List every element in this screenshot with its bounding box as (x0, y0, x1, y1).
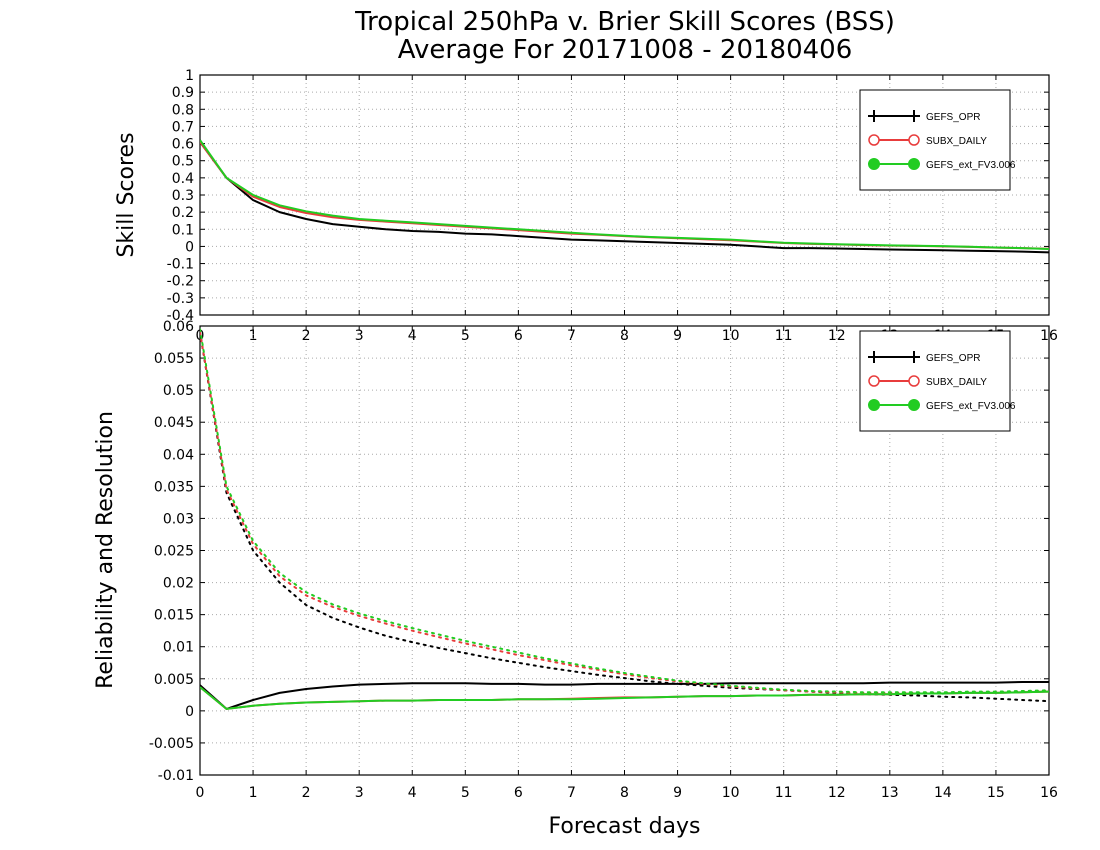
series-line-gefs-ext-fv3-006 (200, 139, 1049, 250)
legend-marker-plus (868, 351, 880, 363)
legend-label-gefs-opr: GEFS_OPR (926, 353, 980, 364)
y-tick-label: 0.02 (163, 576, 194, 592)
y-tick-label: 0.005 (154, 672, 194, 688)
y-tick-label: 0.055 (154, 351, 194, 367)
y-tick-label: 0.4 (172, 171, 194, 187)
legend-marker-plus (908, 351, 920, 363)
legend-label-gefs-ext-fv3-006: GEFS_ext_FV3.006 (926, 401, 1016, 412)
x-tick-label: 7 (567, 785, 576, 801)
x-tick-label: 12 (828, 328, 846, 344)
x-axis-label: Forecast days (548, 814, 700, 839)
legend-marker-open-circle (908, 134, 920, 146)
x-tick-label: 3 (355, 785, 364, 801)
legend-marker-filled-circle (868, 158, 880, 170)
chart-title-line1: Tropical 250hPa v. Brier Skill Scores (B… (354, 7, 895, 37)
x-tick-label: 2 (302, 785, 311, 801)
y-tick-label: -0.3 (167, 291, 194, 307)
x-tick-label: 10 (722, 785, 740, 801)
x-tick-label: 12 (828, 785, 846, 801)
chart-title-line2: Average For 20171008 - 20180406 (398, 35, 853, 65)
y-tick-label: -0.4 (167, 308, 194, 324)
x-tick-label: 11 (775, 785, 793, 801)
y-axis-label: Reliability and Resolution (93, 411, 118, 689)
legend-marker-open-circle (908, 375, 920, 387)
legend-marker-filled-circle (908, 158, 920, 170)
legend-label-subx-daily: SUBX_DAILY (926, 136, 987, 147)
x-tick-label: 15 (987, 785, 1005, 801)
series-line-gefs-ext-fv3-006 (200, 686, 1049, 710)
legend-label-subx-daily: SUBX_DAILY (926, 377, 987, 388)
y-axis-label: Skill Scores (114, 132, 139, 257)
y-tick-label: 0.045 (154, 415, 194, 431)
y-tick-label: -0.2 (167, 274, 194, 290)
y-tick-label: 0.2 (172, 205, 194, 221)
x-tick-label: 9 (673, 785, 682, 801)
x-tick-label: 8 (620, 785, 629, 801)
x-tick-label: 13 (881, 785, 899, 801)
x-tick-label: 6 (514, 328, 523, 344)
legend-label-gefs-ext-fv3-006: GEFS_ext_FV3.006 (926, 160, 1016, 171)
x-tick-label: 16 (1040, 785, 1058, 801)
legend-marker-filled-circle (908, 399, 920, 411)
legend-marker-open-circle (868, 375, 880, 387)
y-tick-label: 0.06 (163, 319, 194, 335)
x-tick-label: 5 (461, 328, 470, 344)
y-tick-label: 0.6 (172, 137, 194, 153)
y-tick-label: 0.8 (172, 102, 194, 118)
series-group (200, 328, 1049, 710)
y-tick-label: -0.1 (167, 257, 194, 273)
x-tick-label: 6 (514, 785, 523, 801)
x-tick-label: 4 (408, 785, 417, 801)
top-panel-skill-scores: 012345678910111213141516-0.4-0.3-0.2-0.1… (114, 68, 1058, 344)
x-tick-label: 1 (249, 785, 258, 801)
x-tick-label: 4 (408, 328, 417, 344)
legend-label-gefs-opr: GEFS_OPR (926, 112, 980, 123)
y-tick-label: 1 (185, 68, 194, 84)
y-tick-label: 0.7 (172, 119, 194, 135)
y-tick-label: 0.3 (172, 188, 194, 204)
x-tick-label: 2 (302, 328, 311, 344)
series-line-gefs-opr (200, 681, 1049, 710)
x-tick-label: 1 (249, 328, 258, 344)
y-tick-label: 0 (185, 239, 194, 255)
series-line-gefs-ext-fv3-006-dotted (200, 328, 1049, 694)
series-line-subx-daily-dotted (200, 331, 1049, 694)
y-tick-label: 0 (185, 704, 194, 720)
x-tick-label: 0 (196, 785, 205, 801)
y-tick-label: 0.1 (172, 222, 194, 238)
bottom-panel-reliability-resolution: 0 1 2 3 4 5 6 7 8 9 10 11 12 13 14 15 16-0.01-0.00500.00… (93, 319, 1058, 839)
x-tick-label: 3 (355, 328, 364, 344)
x-tick-label: 14 (934, 785, 952, 801)
y-tick-label: 0.04 (163, 447, 194, 463)
legend-marker-open-circle (868, 134, 880, 146)
y-tick-label: 0.01 (163, 640, 194, 656)
series-line-gefs-opr (200, 141, 1049, 254)
x-tick-label: 8 (620, 328, 629, 344)
x-tick-label: 10 (722, 328, 740, 344)
legend-marker-plus (908, 110, 920, 122)
y-tick-label: -0.005 (149, 736, 194, 752)
legend-marker-plus (868, 110, 880, 122)
x-tick-label: 5 (461, 785, 470, 801)
y-tick-label: 0.015 (154, 608, 194, 624)
x-tick-label: 9 (673, 328, 682, 344)
y-tick-label: 0.025 (154, 544, 194, 560)
y-tick-label: 0.5 (172, 154, 194, 170)
legend: GEFS_OPR SUBX_DAILY GEFS_ext_FV3.006 (859, 330, 1016, 432)
series-group (200, 139, 1049, 254)
y-tick-label: 0.05 (163, 383, 194, 399)
legend: GEFS_OPR SUBX_DAILY GEFS_ext_FV3.006 (859, 89, 1016, 191)
y-tick-label: -0.01 (158, 768, 194, 784)
y-tick-label: 0.9 (172, 85, 194, 101)
series-line-gefs-opr-dotted (200, 331, 1049, 703)
y-tick-label: 0.03 (163, 511, 194, 527)
y-tick-label: 0.035 (154, 479, 194, 495)
legend-marker-filled-circle (868, 399, 880, 411)
x-tick-label: 11 (775, 328, 793, 344)
x-tick-label: 7 (567, 328, 576, 344)
